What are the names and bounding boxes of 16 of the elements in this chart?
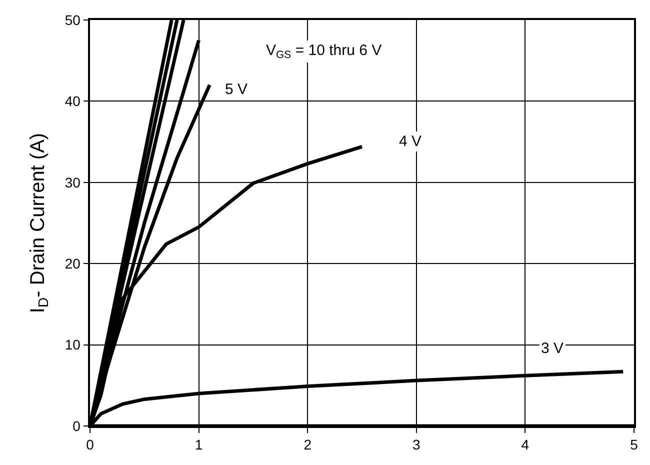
- x-tick-label: 5: [630, 436, 638, 453]
- annotation: 5 V: [225, 81, 248, 98]
- y-tick-label: 0: [72, 418, 81, 434]
- y-tick-label: 30: [64, 174, 81, 190]
- x-tick-label: 2: [304, 436, 312, 453]
- y-tick-label: 50: [64, 12, 81, 28]
- x-tick-label: 4: [521, 436, 530, 453]
- annotation: V$_{GS}$ = 10 thru 6 V: [266, 42, 382, 62]
- x-tick-label: 0: [86, 436, 94, 453]
- y-tick-label: 20: [64, 256, 81, 272]
- annotation: 4 V: [399, 133, 422, 150]
- y-tick-label: 40: [64, 93, 81, 110]
- x-tick-label: 1: [194, 436, 203, 453]
- y-tick-label: 10: [64, 336, 81, 353]
- annotation: 3 V: [541, 340, 564, 357]
- x-tick-label: 3: [412, 436, 420, 453]
